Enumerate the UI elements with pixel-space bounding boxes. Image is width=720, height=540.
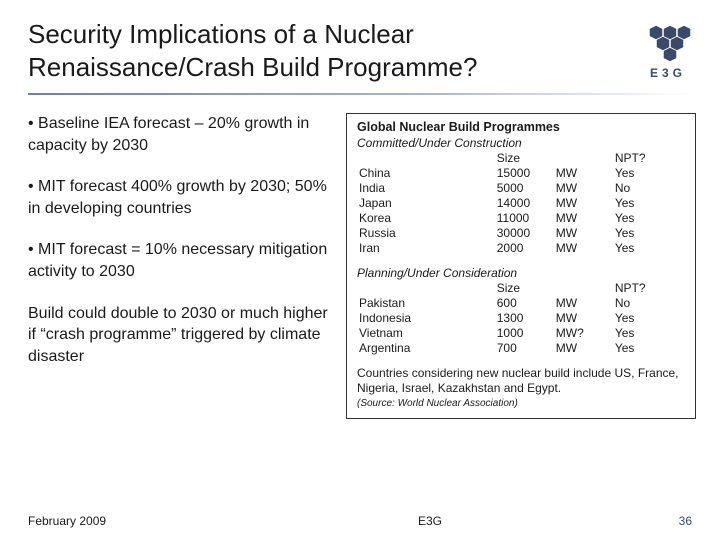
table-header-row: Size NPT? <box>357 281 685 296</box>
table-row: Pakistan600MWNo <box>357 296 685 311</box>
logo: E3G <box>644 22 692 80</box>
programmes-box: Global Nuclear Build Programmes Committe… <box>346 113 696 419</box>
hdr-size: Size <box>495 281 554 296</box>
hdr-size: Size <box>495 151 554 166</box>
footer-org: E3G <box>228 514 632 528</box>
bullet-1: • Baseline IEA forecast – 20% growth in … <box>28 113 328 156</box>
table-row: Korea11000MWYes <box>357 211 685 226</box>
footer-page: 36 <box>632 514 692 528</box>
table-row: Vietnam1000MW?Yes <box>357 326 685 341</box>
section1-table: Size NPT? China15000MWYes India5000MWNo … <box>357 151 685 256</box>
countries-note: Countries considering new nuclear build … <box>357 366 685 396</box>
table-row: Argentina700MWYes <box>357 341 685 356</box>
hex-logo-icon <box>644 22 692 64</box>
section2-subtitle: Planning/Under Consideration <box>357 266 685 281</box>
hdr-npt: NPT? <box>613 151 685 166</box>
bullet-4: Build could double to 2030 or much highe… <box>28 303 328 368</box>
slide-title: Security Implications of a Nuclear Renai… <box>28 18 632 83</box>
hdr-npt: NPT? <box>613 281 685 296</box>
box-title: Global Nuclear Build Programmes <box>357 120 685 136</box>
bullet-3: • MIT forecast = 10% necessary mitigatio… <box>28 239 328 282</box>
logo-text: E3G <box>650 66 686 80</box>
table-row: Russia30000MWYes <box>357 226 685 241</box>
slide-footer: February 2009 E3G 36 <box>0 514 720 528</box>
slide-header: Security Implications of a Nuclear Renai… <box>0 0 720 89</box>
footer-date: February 2009 <box>28 514 228 528</box>
source-note: (Source: World Nuclear Association) <box>357 398 685 411</box>
table-header-row: Size NPT? <box>357 151 685 166</box>
table-row: India5000MWNo <box>357 181 685 196</box>
content-area: • Baseline IEA forecast – 20% growth in … <box>0 95 720 419</box>
table-row: Indonesia1300MWYes <box>357 311 685 326</box>
table-row: Japan14000MWYes <box>357 196 685 211</box>
bullet-2: • MIT forecast 400% growth by 2030; 50% … <box>28 176 328 219</box>
section2-table: Size NPT? Pakistan600MWNo Indonesia1300M… <box>357 281 685 356</box>
table-row: China15000MWYes <box>357 166 685 181</box>
table-row: Iran2000MWYes <box>357 241 685 256</box>
bullet-column: • Baseline IEA forecast – 20% growth in … <box>28 113 328 419</box>
section1-subtitle: Committed/Under Construction <box>357 136 685 151</box>
